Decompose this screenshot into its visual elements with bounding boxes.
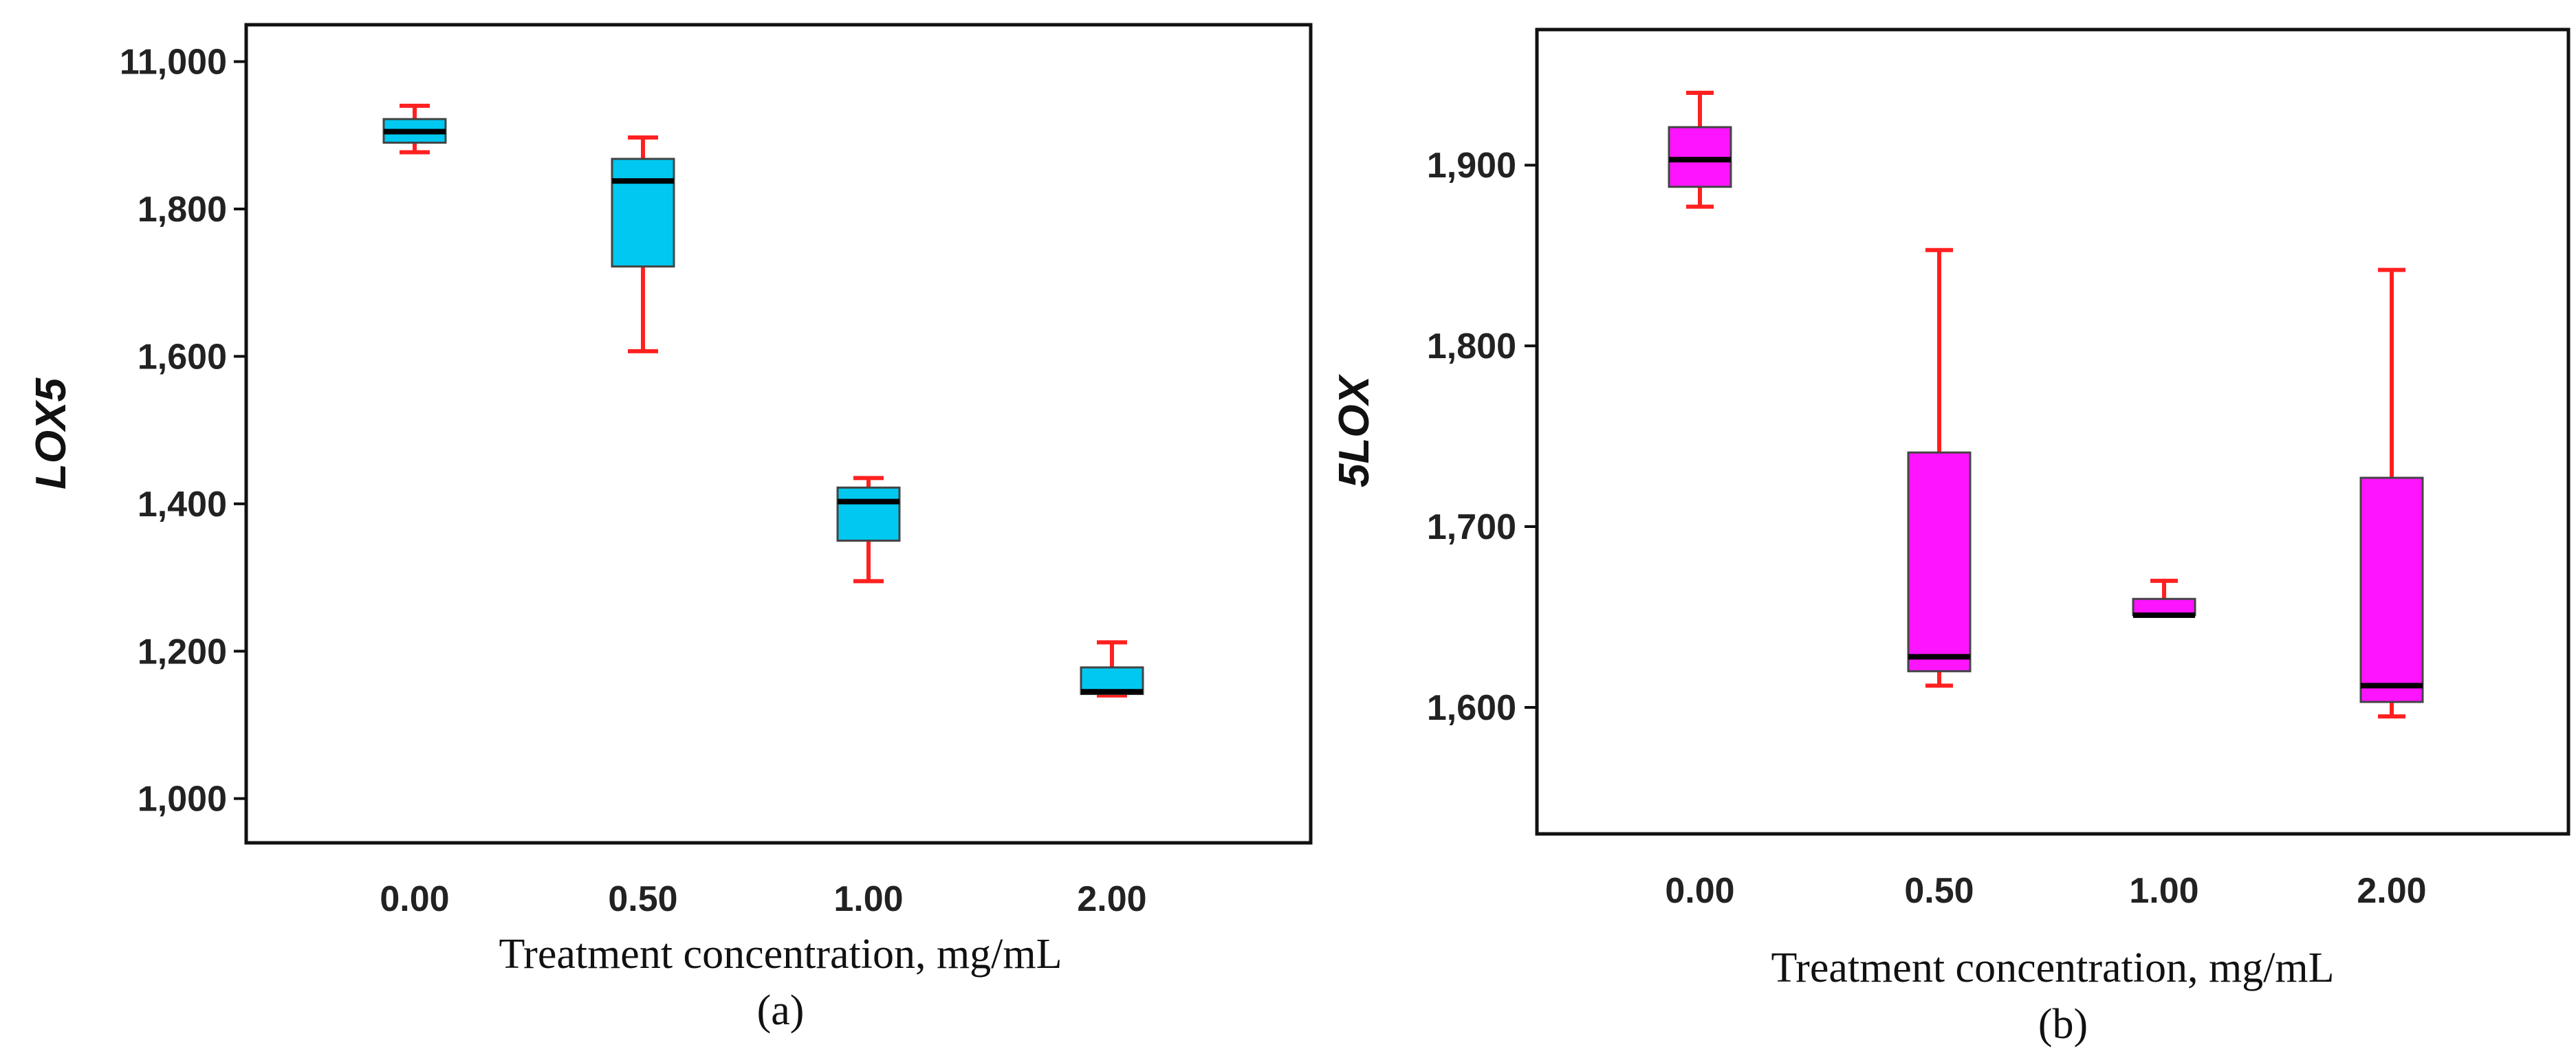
box-plot-0.50: [1907, 247, 1972, 688]
iqr-box: [2359, 476, 2424, 703]
x-tick-label: 1.00: [2129, 871, 2198, 911]
y-tick-label: 1,800: [138, 190, 227, 230]
y-tick-label: 1,700: [1427, 507, 1516, 547]
y-tick-label: 1,000: [138, 780, 227, 819]
y-tick-label: 1,200: [138, 632, 227, 672]
y-tick-label: 1,900: [1427, 146, 1516, 186]
x-tick-label: 2.00: [1077, 879, 1146, 919]
chart-panel-b: 1,600 1,700 1,800 1,900 0.00 0.50 1.00 2.00 5L…: [1331, 27, 2570, 1048]
box-plot-2.00: [2359, 267, 2424, 719]
x-tick-label: 1.00: [833, 879, 903, 919]
chart-panel-a: 1,000 1,200 1,400 1,600 1,800 11,000 0.00 0.50…: [28, 23, 1313, 1034]
box-plot-1.00: [836, 476, 901, 584]
box-plot-1.00: [2132, 578, 2196, 618]
x-tick-label: 2.00: [2357, 871, 2426, 911]
x-tick-label: 0.50: [1904, 871, 1974, 911]
panel-label-a: (a): [757, 987, 805, 1034]
x-axis-label-b: Treatment concentration, mg/mL: [1771, 945, 2334, 991]
box-plot-0.00: [1668, 91, 1732, 209]
boxes-a: [382, 103, 1144, 698]
x-tick-label: 0.00: [380, 879, 449, 919]
x-axis-b: 0.00 0.50 1.00 2.00: [1665, 871, 2426, 911]
plot-area-a: [244, 23, 1313, 845]
box-plot-0.50: [611, 135, 675, 353]
x-axis-a: 0.00 0.50 1.00 2.00: [380, 879, 1146, 919]
y-tick-label: 11,000: [120, 43, 227, 82]
x-axis-label-a: Treatment concentration, mg/mL: [499, 931, 1062, 978]
y-tick-label: 1,800: [1427, 327, 1516, 366]
box-plot-0.00: [382, 103, 447, 155]
boxes-b: [1668, 91, 2424, 719]
x-tick-label: 0.50: [608, 879, 677, 919]
y-tick-label: 1,600: [138, 337, 227, 377]
box-plot-2.00: [1080, 640, 1144, 698]
y-axis-label-a: LOX5: [28, 377, 75, 489]
iqr-box: [1907, 451, 1972, 672]
y-axis-a: 1,000 1,200 1,400 1,600 1,800 11,000: [120, 43, 246, 819]
y-axis-b: 1,600 1,700 1,800 1,900: [1427, 146, 1537, 728]
x-tick-label: 0.00: [1665, 871, 1734, 911]
y-tick-label: 1,400: [138, 485, 227, 525]
y-tick-label: 1,600: [1427, 688, 1516, 728]
iqr-box: [611, 157, 675, 268]
panel-label-b: (b): [2038, 1001, 2088, 1048]
y-axis-label-b: 5LOX: [1331, 373, 1378, 487]
iqr-box: [836, 486, 901, 542]
